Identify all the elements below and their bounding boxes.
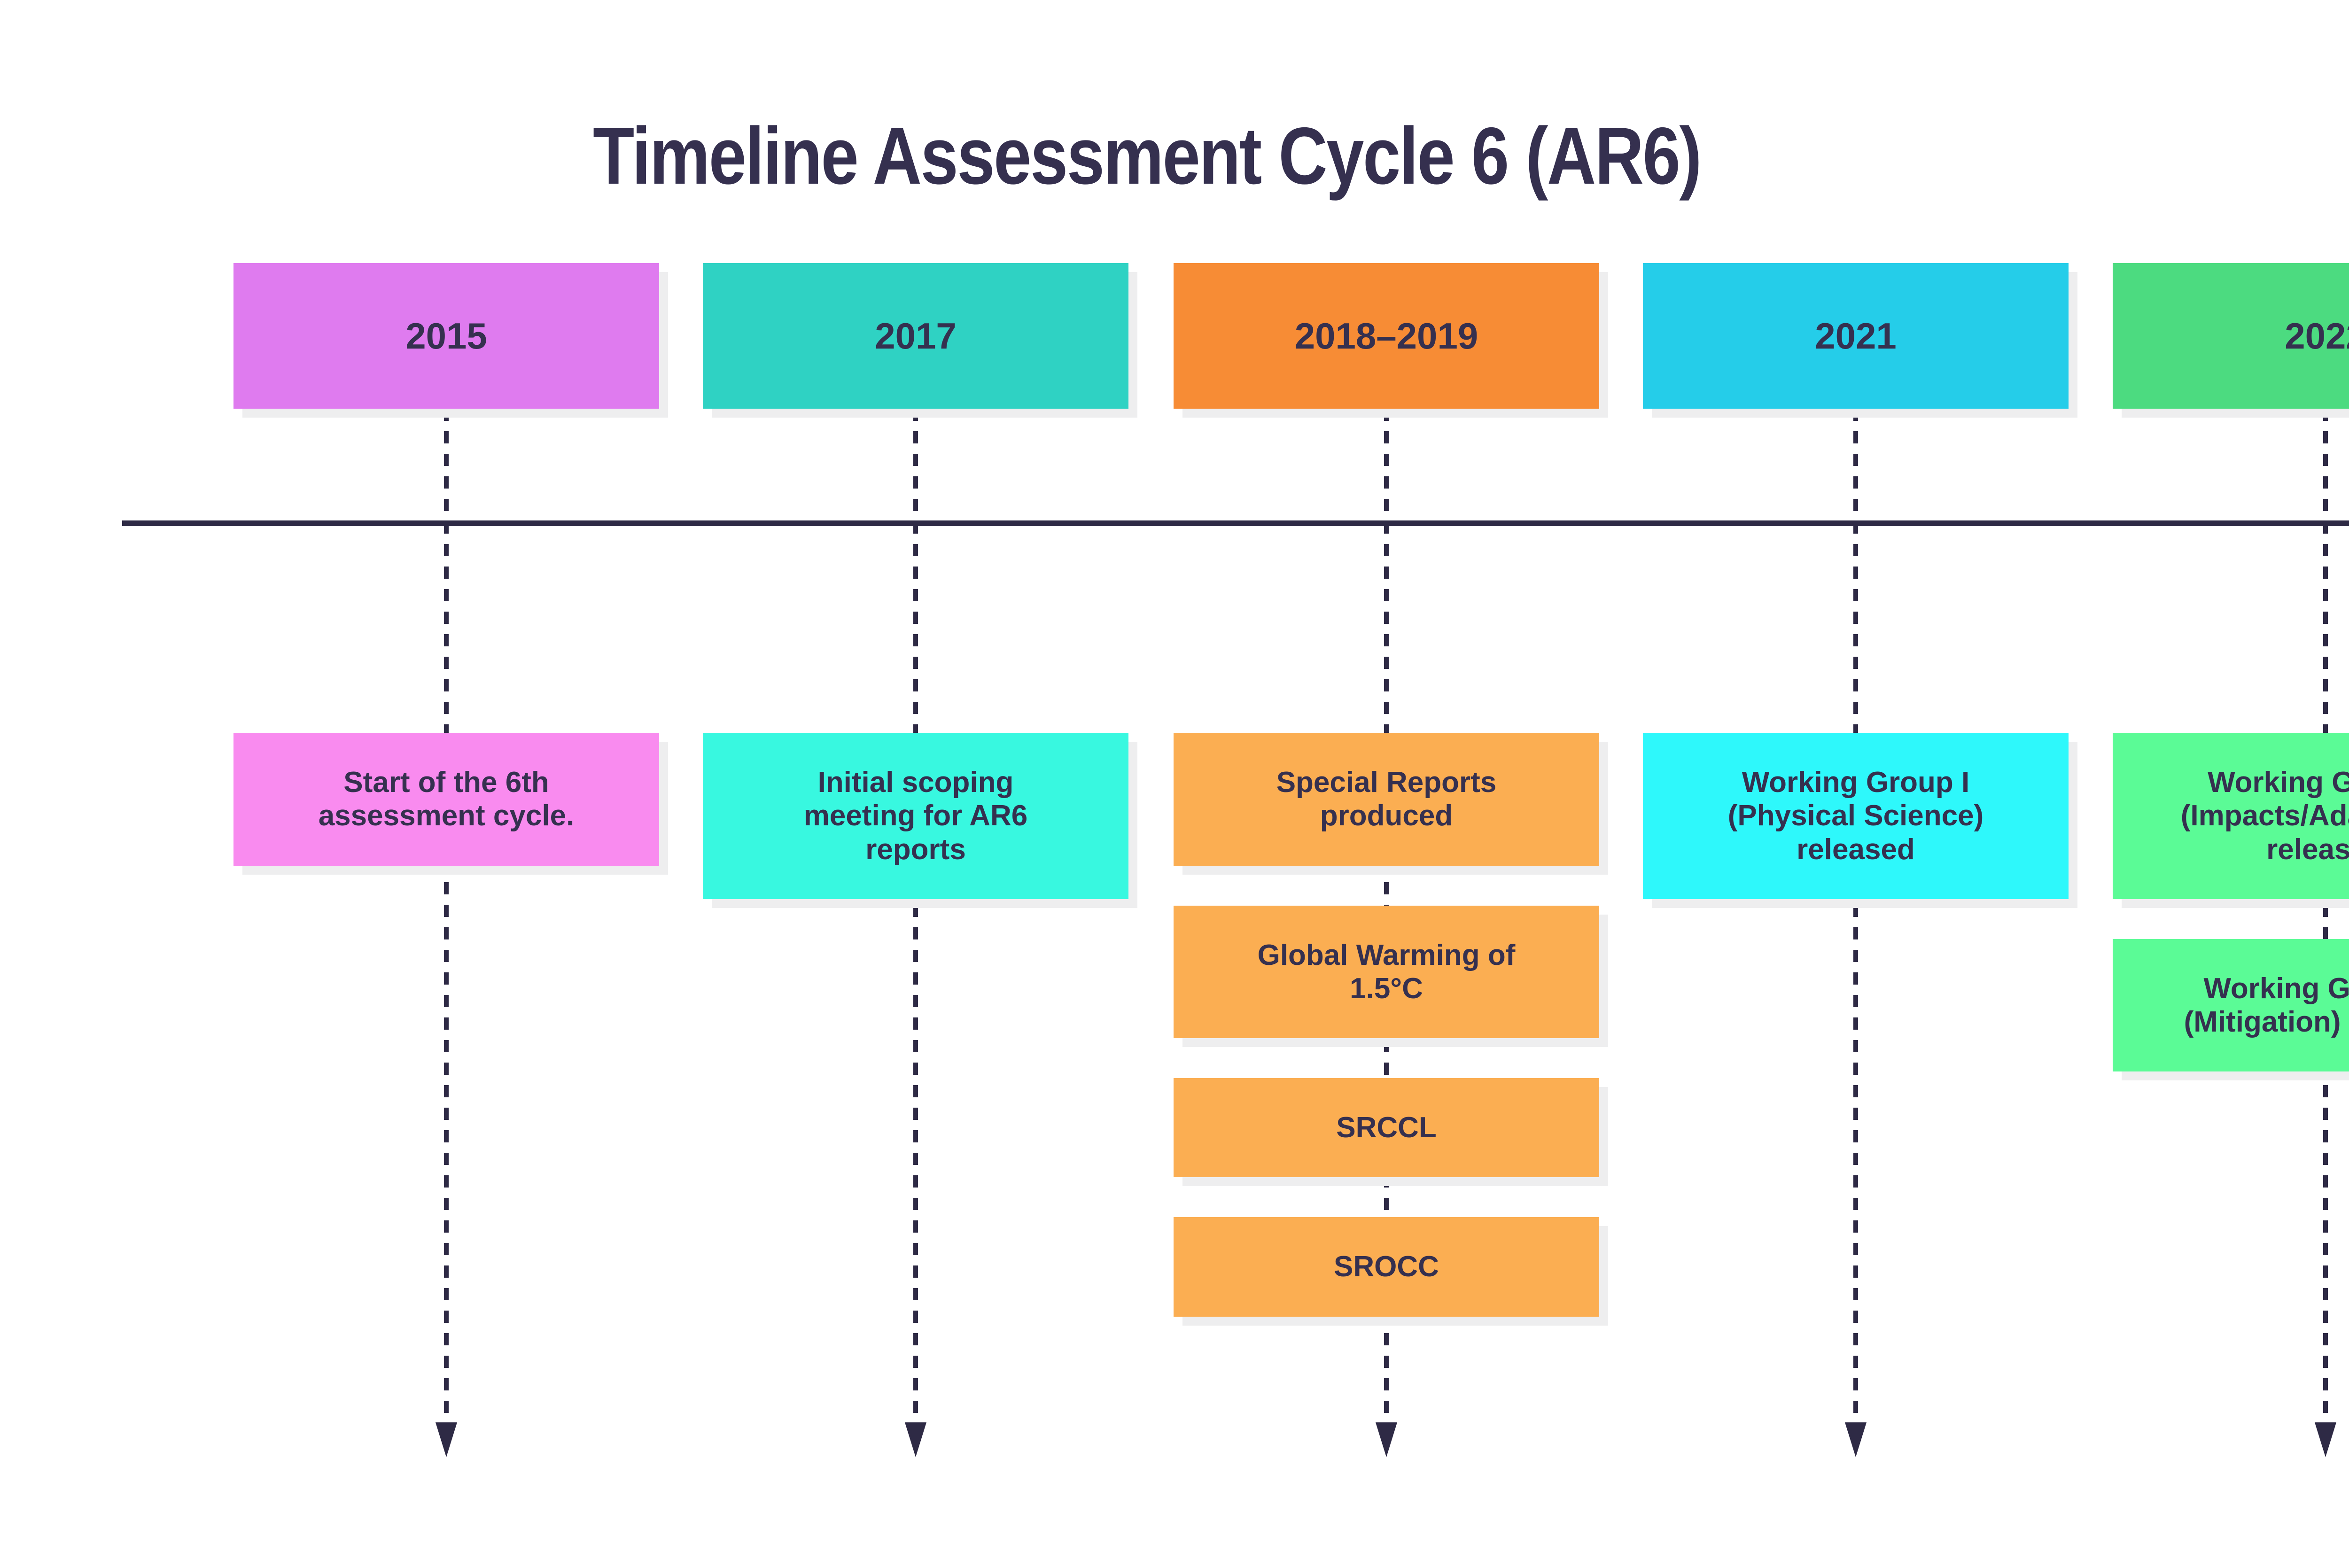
page-title: Timeline Assessment Cycle 6 (AR6): [593, 111, 1702, 201]
event-box: SROCC: [1174, 1217, 1599, 1317]
event-stack: Start of the 6th assessment cycle.: [233, 733, 659, 866]
event-box: Global Warming of 1.5°C: [1174, 905, 1599, 1039]
event-stack: Working Group I (Physical Science) relea…: [1643, 733, 2069, 899]
event-box: SRCCL: [1174, 1078, 1599, 1178]
event-box: Working Group I (Physical Science) relea…: [1643, 733, 2069, 899]
timeline-connector-dashed-line: [444, 409, 449, 1423]
down-arrow-icon: [436, 1422, 457, 1457]
year-box: 2022: [2113, 263, 2349, 409]
timeline-connector-dashed-line: [2323, 409, 2328, 1423]
year-box: 2018–2019: [1174, 263, 1599, 409]
year-box: 2021: [1643, 263, 2069, 409]
event-box: Start of the 6th assessment cycle.: [233, 733, 659, 866]
event-stack: Initial scoping meeting for AR6 reports: [703, 733, 1128, 899]
down-arrow-icon: [1845, 1422, 1867, 1457]
event-box: Working Group II (Impacts/Adaptation) re…: [2113, 733, 2349, 899]
timeline-connector-dashed-line: [913, 409, 918, 1423]
event-box: Working Group III (Mitigation) released: [2113, 939, 2349, 1072]
year-box: 2015: [233, 263, 659, 409]
event-box: Special Reports produced: [1174, 733, 1599, 866]
event-box: Initial scoping meeting for AR6 reports: [703, 733, 1128, 899]
down-arrow-icon: [2315, 1422, 2336, 1457]
timeline-axis: [122, 520, 2349, 526]
event-stack: Special Reports produced Global Warming o…: [1174, 733, 1599, 1317]
down-arrow-icon: [905, 1422, 926, 1457]
event-stack: Working Group II (Impacts/Adaptation) re…: [2113, 733, 2349, 1072]
year-box: 2017: [703, 263, 1128, 409]
timeline-connector-dashed-line: [1853, 409, 1858, 1423]
down-arrow-icon: [1376, 1422, 1397, 1457]
